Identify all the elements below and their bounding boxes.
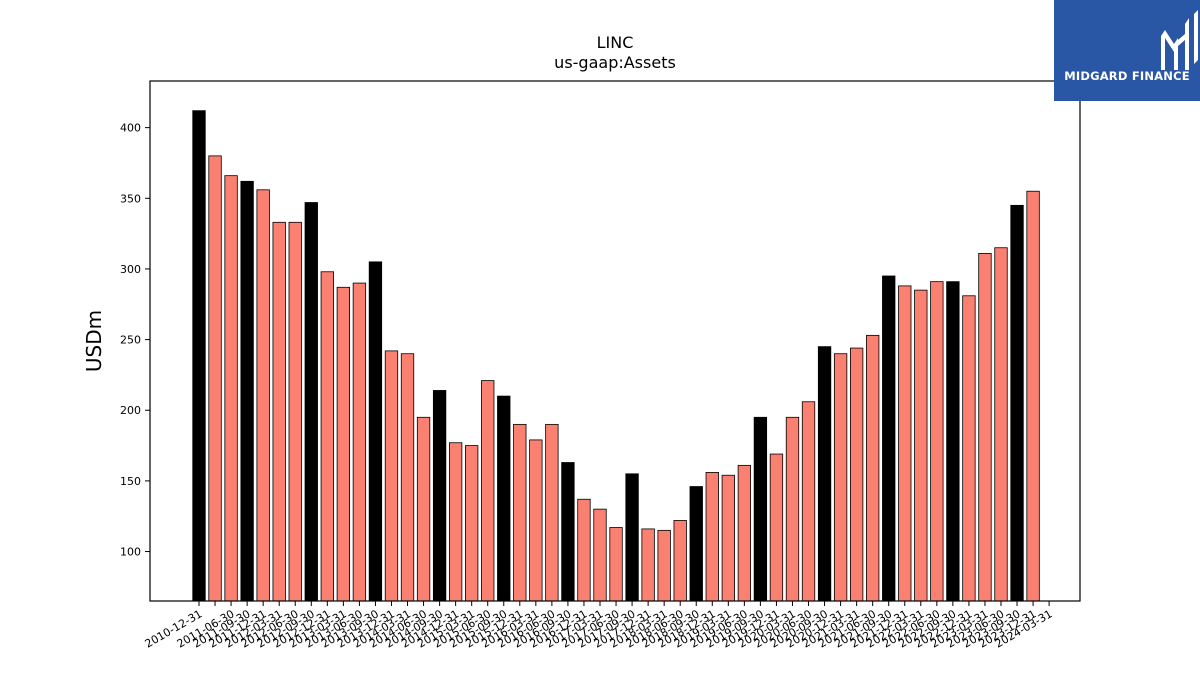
bar [497,395,511,602]
bar [898,285,912,602]
bar [465,445,479,602]
bar [577,498,591,602]
mf-monogram-logo-icon [1161,10,1198,70]
bar [240,180,254,602]
y-tick-label: 100 [120,546,141,559]
y-tick-label: 400 [120,122,141,135]
bar [432,390,447,602]
bar [641,528,655,602]
y-axis-label: USDm [82,310,106,372]
bar [833,353,848,602]
bar [817,346,832,602]
bar [705,472,719,602]
plot-area-frame [149,80,1081,602]
y-tick-label: 150 [120,475,141,488]
bar [400,353,415,602]
x-axis-ticks: 2010-12-312011-06-302011-09-302011-12-31… [143,601,1055,651]
bar [545,423,559,602]
bar [208,155,222,602]
bar [272,221,286,602]
bar [849,347,864,602]
bar [866,334,880,602]
bar [288,221,302,602]
bar [320,271,334,602]
bar [914,289,928,602]
bar [481,380,495,602]
y-tick-label: 200 [120,404,141,417]
bar [192,110,206,602]
bar [336,286,351,602]
bar [529,439,543,602]
y-tick-label: 350 [120,192,141,205]
bar [513,423,527,602]
bar [256,189,270,602]
bar-series [192,110,1040,602]
brand-name: MIDGARD FINANCE [1064,69,1190,83]
bar [753,416,768,602]
bar [962,295,976,602]
bar [657,529,671,602]
bar [625,473,639,602]
bar [930,281,944,602]
brand-logo: MIDGARD FINANCE [1054,0,1200,101]
bar [1026,190,1040,602]
bar [1010,204,1024,602]
bar [978,252,992,602]
bar [561,462,575,602]
bar [994,247,1008,602]
bar [224,175,238,602]
y-axis-ticks: 100 150 200 250 300 350 400 [120,122,150,559]
bar [689,486,703,602]
bar [593,508,607,602]
bar [304,202,318,602]
bar [416,416,431,602]
bar [769,453,784,602]
bar [721,474,735,602]
bar [448,442,463,602]
y-tick-label: 300 [120,263,141,276]
chart-title: LINC [597,33,634,52]
bar [882,275,896,602]
bar [384,350,399,602]
y-tick-label: 250 [120,334,141,347]
bar [352,282,367,602]
bar [801,401,816,602]
chart-subtitle: us-gaap:Assets [554,53,676,72]
bar [946,281,960,602]
bar [673,520,687,602]
bar [609,527,623,602]
bar [737,464,752,602]
bar [785,416,800,602]
bar [368,261,383,602]
